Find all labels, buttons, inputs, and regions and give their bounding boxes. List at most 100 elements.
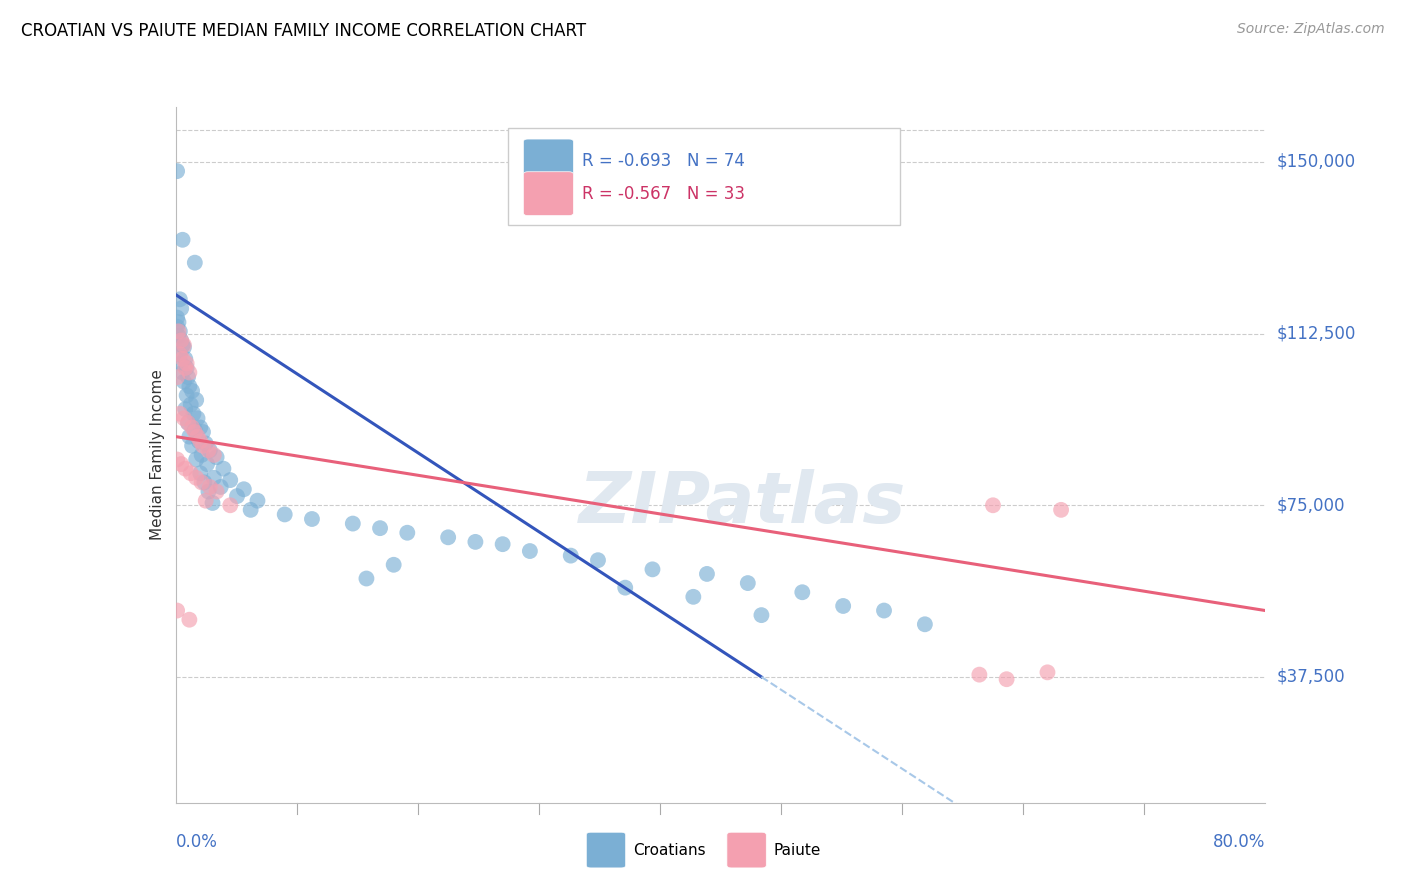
Text: $75,000: $75,000	[1277, 496, 1346, 515]
Point	[183, 407, 205, 421]
Point	[614, 581, 637, 595]
Text: $37,500: $37,500	[1277, 668, 1346, 686]
Point	[586, 553, 609, 567]
Point	[368, 521, 391, 535]
Point	[437, 530, 460, 544]
Point	[186, 392, 208, 407]
Point	[184, 255, 207, 269]
Point	[173, 375, 195, 389]
Point	[187, 434, 209, 449]
Point	[737, 576, 759, 591]
Point	[191, 425, 214, 439]
Point	[169, 347, 191, 361]
Point	[219, 498, 242, 512]
Text: 80.0%: 80.0%	[1213, 833, 1265, 851]
Point	[166, 310, 188, 325]
Text: Croatians: Croatians	[633, 843, 706, 857]
Point	[696, 566, 718, 581]
Point	[179, 379, 201, 393]
Point	[226, 489, 249, 503]
Point	[232, 482, 254, 496]
FancyBboxPatch shape	[523, 172, 574, 216]
Point	[166, 319, 188, 334]
Point	[188, 434, 211, 449]
Point	[179, 429, 201, 443]
Point	[167, 324, 190, 338]
Point	[170, 334, 193, 348]
Point	[560, 549, 582, 563]
Point	[174, 402, 197, 417]
Point	[172, 338, 194, 352]
Point	[170, 356, 193, 370]
Point	[396, 525, 419, 540]
FancyBboxPatch shape	[523, 139, 574, 183]
Point	[197, 443, 219, 458]
Point	[209, 480, 232, 494]
Point	[174, 351, 197, 366]
Point	[186, 411, 209, 425]
Point	[177, 416, 200, 430]
Point	[519, 544, 541, 558]
Point	[166, 603, 188, 617]
Point	[914, 617, 936, 632]
Point	[190, 475, 212, 490]
Point	[195, 457, 218, 471]
Y-axis label: Median Family Income: Median Family Income	[149, 369, 165, 541]
Point	[166, 370, 188, 384]
Point	[173, 338, 195, 352]
Point	[173, 411, 195, 425]
Point	[873, 603, 896, 617]
Point	[177, 370, 200, 384]
Text: CROATIAN VS PAIUTE MEDIAN FAMILY INCOME CORRELATION CHART: CROATIAN VS PAIUTE MEDIAN FAMILY INCOME …	[21, 22, 586, 40]
Point	[198, 480, 221, 494]
Point	[172, 351, 194, 366]
Point	[197, 484, 219, 499]
Point	[170, 301, 193, 316]
Point	[193, 475, 215, 490]
Point	[274, 508, 297, 522]
Text: R = -0.567   N = 33: R = -0.567 N = 33	[582, 185, 745, 202]
Point	[194, 436, 217, 450]
Point	[180, 467, 202, 481]
Text: $112,500: $112,500	[1277, 325, 1355, 343]
Point	[176, 360, 198, 375]
Point	[172, 366, 194, 380]
Point	[181, 420, 204, 434]
Point	[173, 340, 195, 354]
Point	[169, 324, 191, 338]
Point	[751, 608, 773, 623]
Point	[641, 562, 664, 576]
Point	[181, 384, 204, 398]
Point	[172, 233, 194, 247]
Point	[180, 398, 202, 412]
Point	[246, 493, 269, 508]
Point	[181, 439, 204, 453]
Point	[177, 416, 200, 430]
Point	[176, 388, 198, 402]
FancyBboxPatch shape	[508, 128, 900, 226]
Point	[219, 473, 242, 487]
Point	[188, 467, 211, 481]
Point	[179, 366, 201, 380]
Point	[167, 329, 190, 343]
Point	[198, 443, 221, 458]
Point	[301, 512, 323, 526]
Point	[176, 356, 198, 370]
Point	[170, 457, 193, 471]
Point	[382, 558, 405, 572]
Point	[170, 334, 193, 348]
Point	[186, 429, 209, 443]
Point	[190, 448, 212, 462]
Point	[356, 572, 378, 586]
Point	[166, 452, 188, 467]
Point	[169, 407, 191, 421]
Point	[981, 498, 1004, 512]
Point	[184, 425, 207, 439]
Point	[191, 439, 214, 453]
Text: 0.0%: 0.0%	[176, 833, 218, 851]
Point	[205, 450, 228, 465]
Point	[205, 484, 228, 499]
Point	[832, 599, 855, 613]
Point	[202, 448, 225, 462]
Point	[792, 585, 814, 599]
